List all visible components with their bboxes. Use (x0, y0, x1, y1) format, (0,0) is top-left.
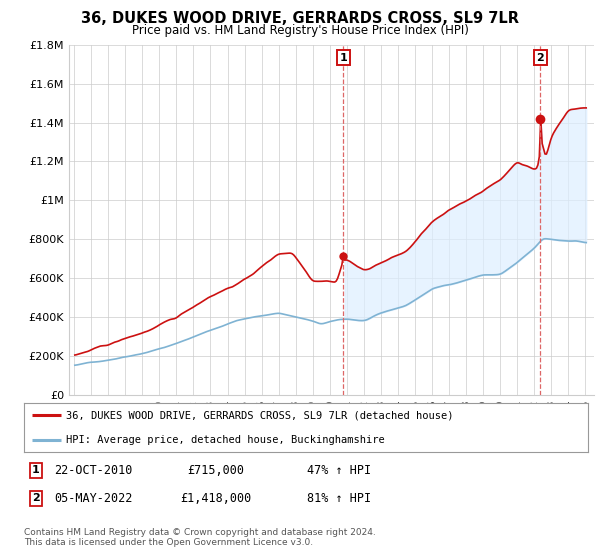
Text: 2: 2 (536, 53, 544, 63)
Text: £1,418,000: £1,418,000 (181, 492, 251, 505)
Text: 36, DUKES WOOD DRIVE, GERRARDS CROSS, SL9 7LR (detached house): 36, DUKES WOOD DRIVE, GERRARDS CROSS, SL… (66, 410, 454, 420)
Text: 36, DUKES WOOD DRIVE, GERRARDS CROSS, SL9 7LR: 36, DUKES WOOD DRIVE, GERRARDS CROSS, SL… (81, 11, 519, 26)
Text: 81% ↑ HPI: 81% ↑ HPI (307, 492, 371, 505)
Text: 22-OCT-2010: 22-OCT-2010 (54, 464, 132, 477)
Text: 1: 1 (32, 465, 40, 475)
Text: HPI: Average price, detached house, Buckinghamshire: HPI: Average price, detached house, Buck… (66, 435, 385, 445)
Text: 05-MAY-2022: 05-MAY-2022 (54, 492, 132, 505)
Text: Price paid vs. HM Land Registry's House Price Index (HPI): Price paid vs. HM Land Registry's House … (131, 24, 469, 36)
Text: 2: 2 (32, 493, 40, 503)
Text: 1: 1 (340, 53, 347, 63)
Text: 47% ↑ HPI: 47% ↑ HPI (307, 464, 371, 477)
Text: £715,000: £715,000 (187, 464, 245, 477)
Text: Contains HM Land Registry data © Crown copyright and database right 2024.
This d: Contains HM Land Registry data © Crown c… (24, 528, 376, 547)
